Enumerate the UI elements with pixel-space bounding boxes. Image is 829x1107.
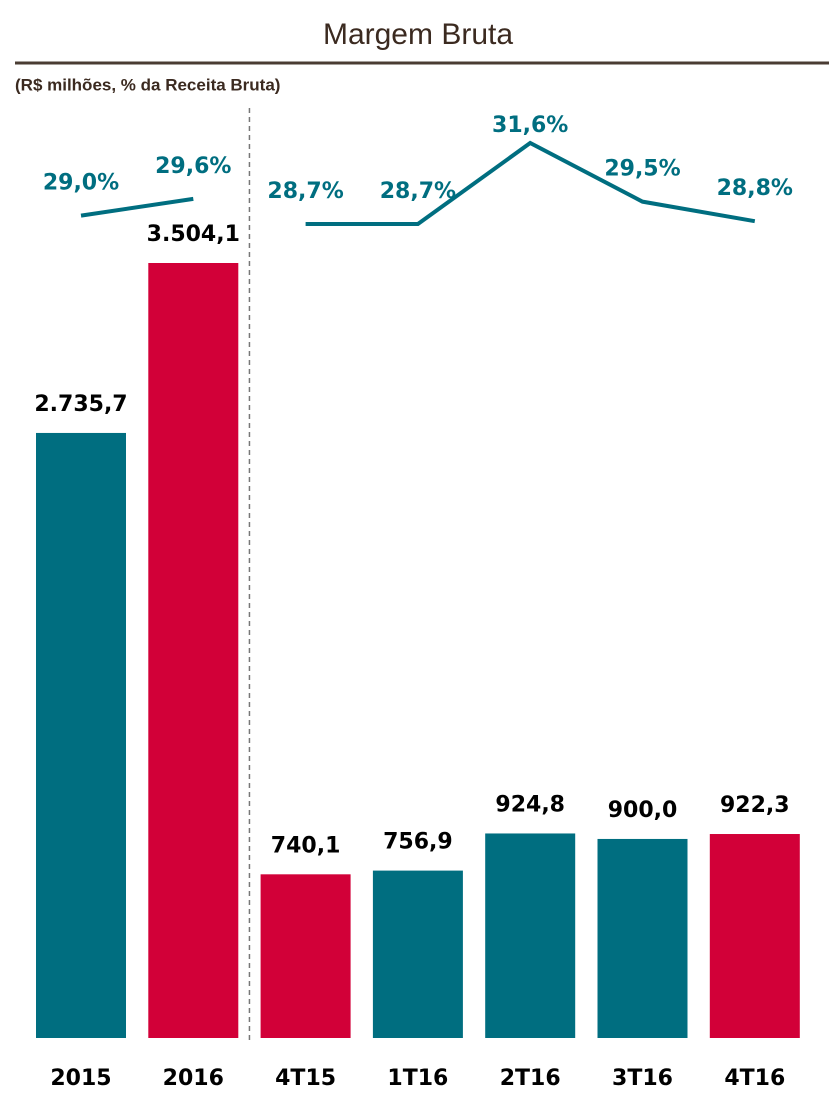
margin-label: 28,7% — [380, 179, 456, 204]
margin-label: 28,8% — [717, 176, 793, 201]
value-label: 924,8 — [495, 792, 565, 817]
margin-line — [80, 196, 194, 218]
bar — [709, 834, 800, 1038]
value-label: 922,3 — [720, 793, 790, 818]
bar — [148, 263, 239, 1038]
x-tick-label: 2016 — [163, 1066, 224, 1091]
margin-line — [305, 140, 756, 226]
value-label: 900,0 — [608, 798, 678, 823]
margin-label: 29,5% — [604, 157, 680, 182]
x-tick-label: 4T15 — [275, 1066, 336, 1091]
chart-subtitle: (R$ milhões, % da Receita Bruta) — [15, 75, 280, 94]
value-label: 756,9 — [383, 830, 453, 855]
x-tick-label: 2015 — [50, 1066, 111, 1091]
x-tick-label: 3T16 — [612, 1066, 673, 1091]
value-label: 3.504,1 — [147, 222, 240, 247]
x-tick-label: 2T16 — [500, 1066, 561, 1091]
bar — [372, 870, 463, 1038]
margin-label: 29,0% — [43, 171, 119, 196]
margin-label: 28,7% — [267, 179, 343, 204]
margin-label: 29,6% — [155, 154, 231, 179]
bar — [36, 432, 126, 1038]
bar — [597, 838, 688, 1038]
bar — [485, 833, 576, 1038]
value-label: 740,1 — [271, 833, 341, 858]
x-tick-label: 1T16 — [387, 1066, 448, 1091]
x-tick-label: 4T16 — [724, 1066, 785, 1091]
chart-title: Margem Bruta — [323, 18, 513, 51]
margin-label: 31,6% — [492, 113, 568, 138]
value-label: 2.735,7 — [34, 392, 127, 417]
bar — [260, 874, 351, 1038]
